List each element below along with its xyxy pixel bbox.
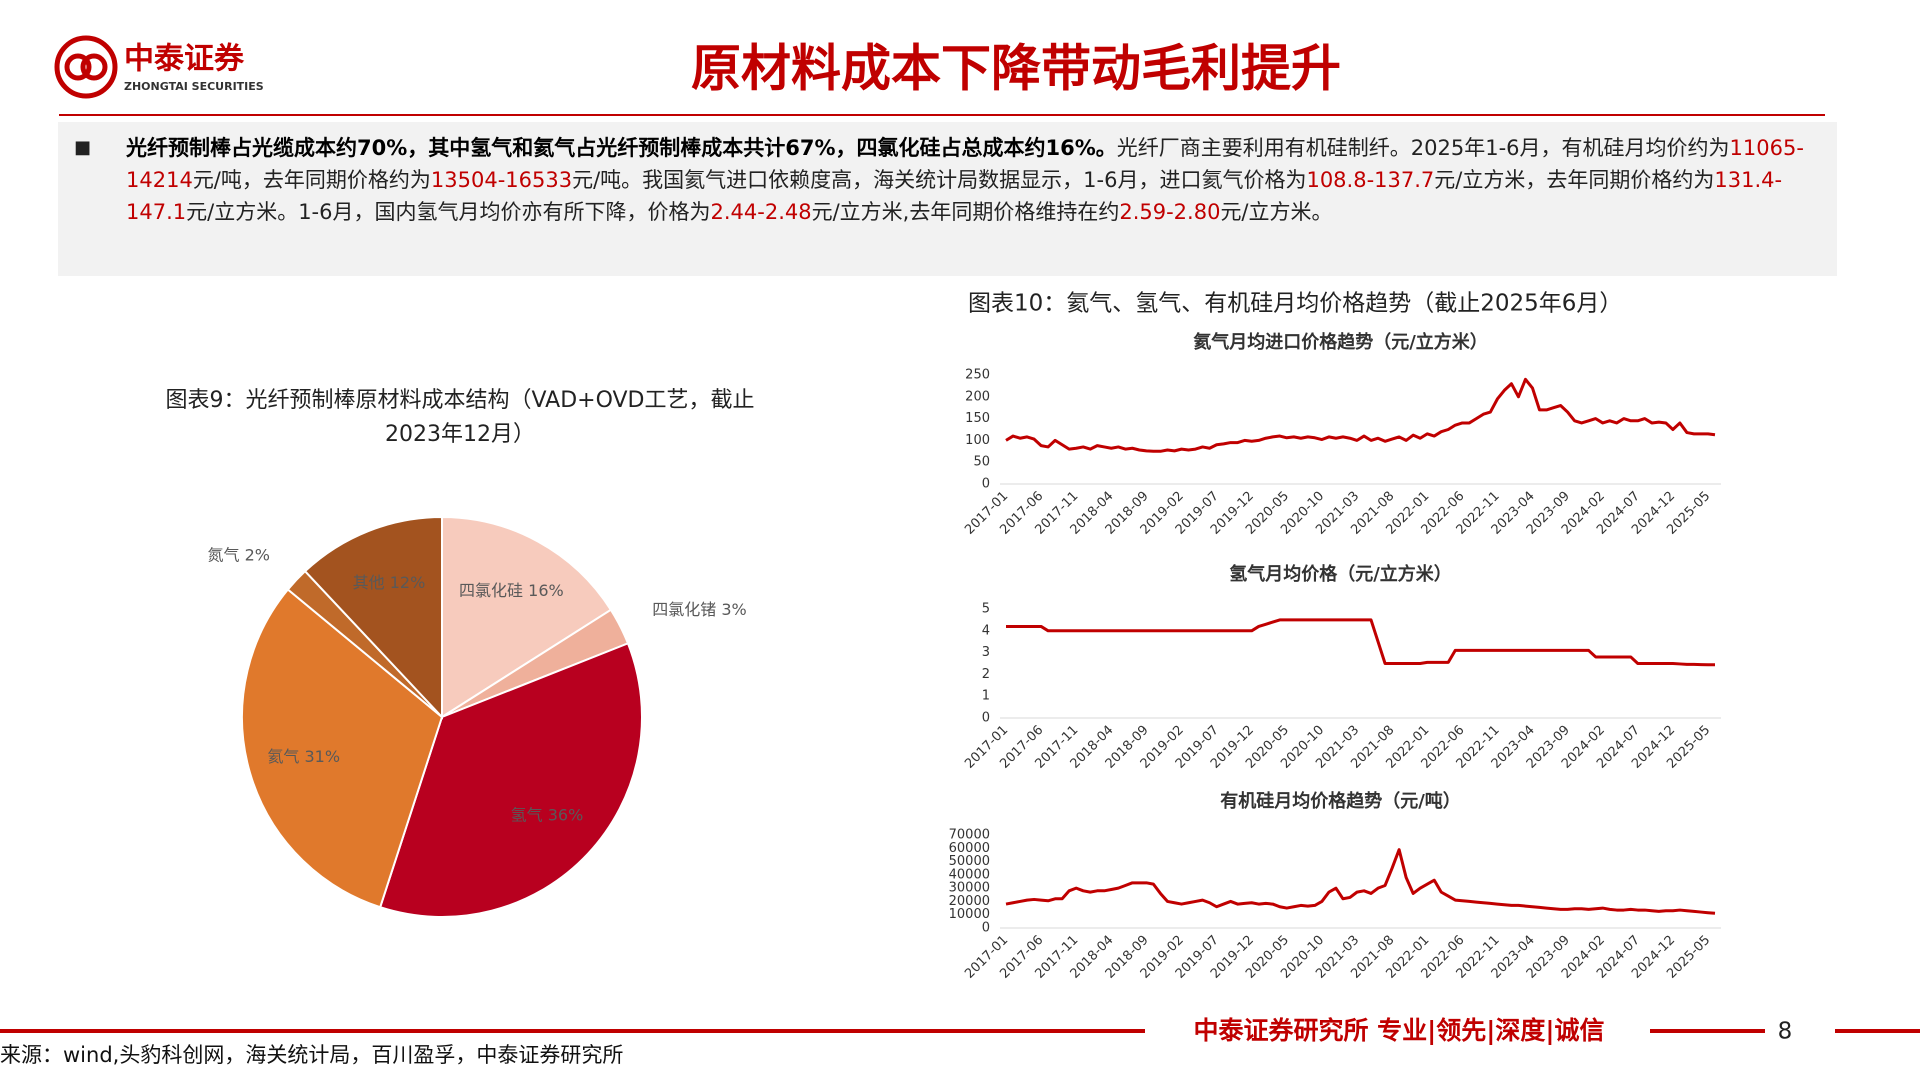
slice-name: 四氯化硅 [459,580,523,599]
y-tick-label: 20000 [949,894,990,909]
y-tick-label: 3 [982,645,990,660]
y-tick-label: 10000 [949,907,990,922]
line-series [1005,377,1716,453]
slice-name: 氢气 [511,805,543,824]
slice-percent: 3% [721,599,746,618]
text-run: 元/立方米，去年同期价格约为 [1434,168,1715,192]
chart-title: 氦气月均进口价格趋势（元/立方米） [1193,331,1488,353]
logo: 中泰证券 ZHONGTAI SECURITIES [54,35,264,99]
text-run: 光纤预制棒占光缆成本约70%，其中氢气和氦气占光纤预制棒成本共计67%，四氯化硅… [126,136,1117,160]
text-run: 元/吨，去年同期价格约为 [192,168,431,192]
slice-label: 其他 12% [353,573,426,592]
text-run: 13504-16533 [430,168,573,192]
slice-label: 四氯化硅 16% [459,580,564,599]
slice-name: 氮气 [207,545,239,564]
y-tick-label: 150 [965,411,990,426]
line-series [1006,618,1715,667]
text-run: 光纤厂商主要利用有机硅制纤。2025年1-6月，有机硅月均价约为 [1116,136,1730,160]
y-tick-label: 1 [982,689,990,704]
bullet-text: 光纤预制棒占光缆成本约70%，其中氢气和氦气占光纤预制棒成本共计67%，四氯化硅… [126,136,1804,224]
bullet-box: ■ 光纤预制棒占光缆成本约70%，其中氢气和氦气占光纤预制棒成本共计67%，四氯化… [58,122,1837,276]
y-tick-label: 4 [982,623,990,638]
slide-title: 原材料成本下降带动毛利提升 [691,40,1341,98]
pie-slice [441,515,613,719]
text-run: 131.4-147.1 [126,168,1783,224]
text-run: 11065-14214 [126,136,1804,192]
logo-cn: 中泰证券 [124,42,245,77]
text-run: 108.8-137.7 [1306,168,1435,192]
text-run: 元/立方米。 [1220,200,1333,224]
y-tick-label: 0 [982,921,990,936]
slice-percent: 2% [245,545,270,564]
slice-percent: 36% [548,805,584,824]
y-tick-label: 70000 [949,828,990,843]
chart-title: 有机硅月均价格趋势（元/吨） [1220,790,1461,812]
text-run: 元/吨。我国氦气进口依赖度高，海关统计局数据显示，1-6月，进口氦气价格为 [572,168,1307,192]
y-tick-label: 5 [982,602,990,617]
source-note: 来源：wind,头豹科创网，海关统计局，百川盈孚，中泰证券研究所 [0,1043,623,1067]
y-tick-label: 50000 [949,854,990,869]
slice-name: 四氯化锗 [652,599,716,618]
y-tick-label: 250 [965,368,990,383]
y-tick-label: 0 [982,477,990,492]
slice-label: 氦气 31% [267,747,340,766]
bullet-icon: ■ [74,137,92,158]
y-tick-label: 50 [973,455,990,470]
slice-percent: 12% [390,573,426,592]
text-run: 2.59-2.80 [1119,200,1221,224]
text-run: 2.44-2.48 [710,200,812,224]
text-run: 元/立方米,去年同期价格维持在约 [811,200,1120,224]
slice-percent: 31% [304,747,340,766]
pie-slice [241,588,444,909]
y-tick-label: 0 [982,711,990,726]
pie-title: 图表9：光纤预制棒原材料成本结构（VAD+OVD工艺，截止2023年12月） [165,388,755,447]
line-series [1005,848,1716,915]
pie-slice [378,642,643,918]
slice-label: 氮气 2% [207,545,270,564]
y-tick-label: 30000 [949,881,990,896]
slice-label: 氢气 36% [511,805,584,824]
page-number: 8 [1778,1019,1793,1045]
y-tick-label: 100 [965,433,990,448]
slice-percent: 16% [528,580,564,599]
slice-name: 其他 [353,573,385,592]
footer-tagline: 中泰证券研究所 专业|领先|深度|诚信 [1193,1016,1604,1045]
pie-slice [303,515,443,720]
figure-caption: 图表10：氦气、氢气、有机硅月均价格趋势（截止2025年6月） [968,291,1622,317]
y-tick-label: 2 [982,667,990,682]
chart-title: 氢气月均价格（元/立方米） [1229,563,1452,585]
logo-en: ZHONGTAI SECURITIES [124,80,264,93]
slice-name: 氦气 [267,747,299,766]
slice-label: 四氯化锗 3% [652,599,747,618]
text-run: 元/立方米。1-6月，国内氢气月均价亦有所下降，价格为 [186,200,711,224]
y-tick-label: 40000 [949,867,990,882]
y-tick-label: 200 [965,389,990,404]
y-tick-label: 60000 [949,841,990,856]
